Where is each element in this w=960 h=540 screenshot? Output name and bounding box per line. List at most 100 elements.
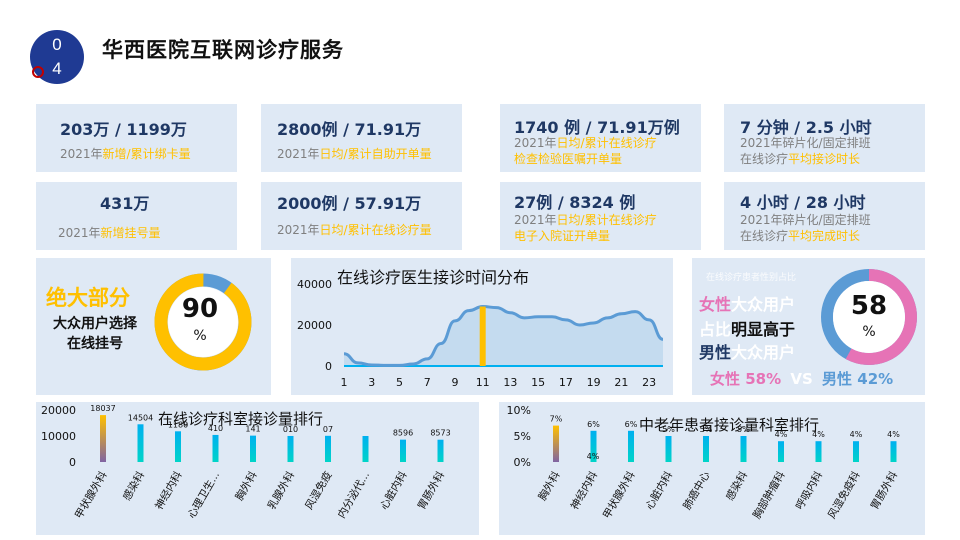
bar-value-label: 6% <box>625 420 638 429</box>
bar <box>628 430 634 462</box>
category-label: 乳腺外科 <box>265 469 298 512</box>
stat-value: 27例 / 8324 例 <box>514 193 636 212</box>
bar-value-label: 07 <box>323 425 333 434</box>
bar <box>740 436 747 462</box>
stat-card-registration: 431万 2021年新增挂号量 <box>36 182 237 250</box>
majority-value: 90 <box>181 294 219 324</box>
category-label: 胸外科 <box>536 469 563 503</box>
y-tick-label: 20000 <box>297 319 332 332</box>
category-label: 神经内科 <box>152 469 185 512</box>
stat-value: 2000例 / 57.91万 <box>277 194 422 213</box>
stat-value: 4 小时 / 28 小时 <box>740 193 866 212</box>
bar-value-label: 4% <box>887 430 900 439</box>
area-fill <box>344 306 663 366</box>
x-tick-label: 11 <box>476 376 490 389</box>
majority-headline: 绝大部分 <box>46 286 130 310</box>
category-label: 心脏内科 <box>377 469 410 512</box>
stat-card-binding: 203万 / 1199万 2021年新增/累计绑卡量 <box>36 104 237 172</box>
stat-desc: 2021年日均/累计在线诊疗量 <box>277 223 432 237</box>
bar <box>212 434 219 462</box>
gender-male-word: 男性大众用户 <box>699 343 796 362</box>
stat-value: 7 分钟 / 2.5 小时 <box>740 118 872 137</box>
bar-value-label: 14504 <box>128 413 153 422</box>
stat-desc: 2021年日均/累计自助开单量 <box>277 147 432 161</box>
x-tick-label: 7 <box>424 376 431 389</box>
badge-ring-icon <box>32 66 44 78</box>
category-label: 感染科 <box>723 469 750 503</box>
section-number-badge: 0 4 <box>30 30 84 84</box>
stat-value: 1740 例 / 71.91万例 <box>514 118 680 137</box>
bar <box>590 430 597 462</box>
category-label: 心理卫生... <box>185 469 222 521</box>
bar-value-label: 6% <box>587 420 600 429</box>
category-label: 甲状腺外科 <box>600 469 638 521</box>
stat-value: 203万 / 1199万 <box>60 120 187 139</box>
x-tick-label: 23 <box>642 376 656 389</box>
chart-title: 在线诊疗医生接诊时间分布 <box>337 268 530 287</box>
badge-digit-bottom: 4 <box>52 59 62 78</box>
bar <box>815 441 822 462</box>
bar-value-label: 410 <box>208 424 223 433</box>
y-tick-label: 10% <box>507 404 531 417</box>
stat-card-online-consults: 2000例 / 57.91万 2021年日均/累计在线诊疗量 <box>261 182 462 250</box>
x-tick-label: 21 <box>614 376 628 389</box>
category-label: 胸外科 <box>233 469 260 503</box>
gender-caption: 在线诊疗患者性别占比 <box>706 273 797 283</box>
chart-title: 中老年患者接诊量科室排行 <box>639 416 820 434</box>
y-tick-label: 0% <box>514 456 531 469</box>
x-tick-label: 3 <box>368 376 375 389</box>
stat-card-consult-time: 7 分钟 / 2.5 小时 2021年碎片化/固定排班 在线诊疗平均接诊时长 <box>724 104 925 172</box>
bar <box>553 425 559 462</box>
x-tick-label: 15 <box>531 376 545 389</box>
bar-value-label: 7% <box>550 415 563 424</box>
gender-panel: 在线诊疗患者性别占比 女性大众用户 占比明显高于 男性大众用户 58 % 女性 … <box>692 258 925 395</box>
bar <box>250 435 256 462</box>
bar-value-label: 5% <box>737 425 750 434</box>
category-label: 甲状腺外科 <box>72 469 110 521</box>
x-tick-label: 5 <box>396 376 403 389</box>
bar <box>175 431 181 462</box>
category-label: 神经内科 <box>568 469 601 512</box>
stat-desc: 2021年碎片化/固定排班 在线诊疗平均完成时长 <box>740 213 871 243</box>
bar <box>287 435 294 462</box>
x-tick-label: 9 <box>451 376 458 389</box>
y-tick-label: 20000 <box>41 404 76 417</box>
y-tick-label: 10000 <box>41 430 76 443</box>
category-label: 心脏内科 <box>643 469 676 512</box>
bar-value-label: 141 <box>245 425 260 434</box>
gender-middle-line: 占比明显高于 <box>699 320 796 339</box>
bar <box>665 436 672 462</box>
majority-panel: 绝大部分 大众用户选择 在线挂号 90 % <box>36 258 271 395</box>
stat-desc: 2021年日均/累计在线诊疗 检查检验医嘱开单量 <box>514 136 657 166</box>
bar-value-label: 4% <box>812 430 825 439</box>
majority-caption: 大众用户选择 在线挂号 <box>53 316 137 352</box>
bar <box>890 441 897 462</box>
stat-desc: 2021年日均/累计在线诊疗 电子入院证开单量 <box>514 213 657 243</box>
stat-value: 431万 <box>100 194 150 213</box>
category-label: 内分泌代... <box>335 469 372 521</box>
category-label: 胸部肿瘤科 <box>750 469 788 521</box>
x-tick-label: 1 <box>341 376 348 389</box>
y-tick-label: 5% <box>514 430 531 443</box>
bar-value-label: 4% <box>850 430 863 439</box>
chart-title: 在线诊疗科室接诊量排行 <box>158 410 324 428</box>
elderly-chart-panel: 中老年患者接诊量科室排行 10% 5% 0% 7% 胸外科 6% 神经内科 6% 甲状腺外科 5%… <box>499 402 925 535</box>
category-label: 肺癌中心 <box>680 469 713 512</box>
bar-value-label: 010 <box>283 425 298 434</box>
x-tick-label: 13 <box>503 376 517 389</box>
stat-card-completion-time: 4 小时 / 28 小时 2021年碎片化/固定排班 在线诊疗平均完成时长 <box>724 182 925 250</box>
stat-desc: 2021年新增/累计绑卡量 <box>60 147 191 161</box>
bar-value-label: 5% <box>700 425 713 434</box>
bar <box>703 436 709 462</box>
majority-unit: % <box>193 328 207 344</box>
gender-female-word: 女性大众用户 <box>699 295 796 314</box>
badge-digit-top: 0 <box>52 35 62 54</box>
stat-card-admission: 27例 / 8324 例 2021年日均/累计在线诊疗 电子入院证开单量 <box>500 182 701 250</box>
stat-desc: 2021年新增挂号量 <box>58 226 161 240</box>
bar <box>778 441 784 462</box>
bar-value-label: 8573 <box>430 429 450 438</box>
bar-value-label: 4% <box>775 430 788 439</box>
bar <box>400 439 406 462</box>
bar <box>437 439 444 462</box>
bar-value-label: 1180 <box>168 420 188 429</box>
